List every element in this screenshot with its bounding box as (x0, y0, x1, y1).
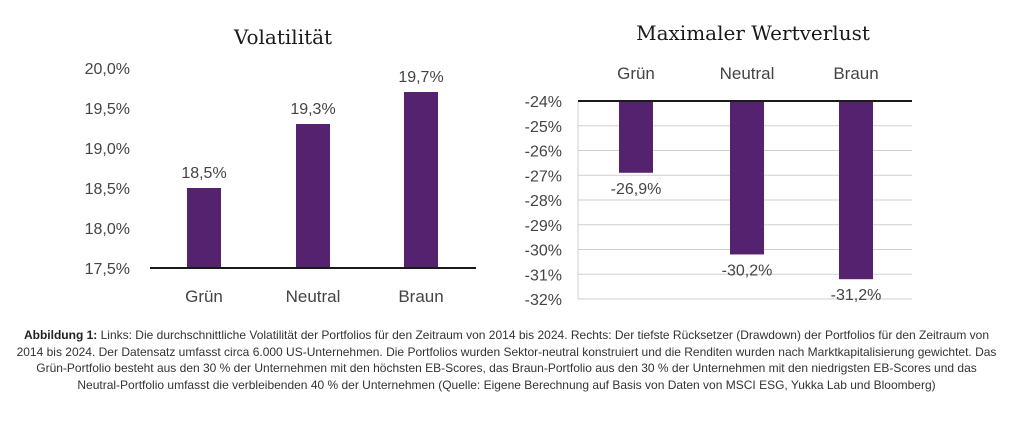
caption-label: Abbildung 1: (23, 328, 98, 342)
charts-canvas: Volatilität 17,5% 18,0% 18,5% 19,0% 19,5% 20,… (85, 21, 912, 309)
drawdown-y-tick-label: -27% (525, 168, 562, 185)
drawdown-y-tick-label: -31% (525, 267, 562, 284)
volatility-data-label: 19,3% (290, 101, 335, 118)
drawdown-category-label: Braun (833, 64, 878, 83)
volatility-bar (404, 92, 438, 268)
volatility-x-axis: Grün Neutral Braun (185, 287, 444, 306)
volatility-bar (187, 188, 221, 268)
drawdown-bars (619, 101, 873, 280)
drawdown-bar (730, 101, 764, 255)
drawdown-data-labels: -26,9% -30,2% -31,2% (611, 181, 882, 304)
drawdown-data-label: -30,2% (722, 262, 773, 279)
volatility-category-label: Braun (398, 287, 443, 306)
volatility-y-tick-label: 18,5% (85, 181, 130, 198)
drawdown-y-tick-label: -25% (525, 119, 562, 136)
volatility-y-tick-label: 17,5% (85, 261, 130, 278)
drawdown-y-tick-label: -32% (525, 292, 562, 309)
drawdown-bar (619, 101, 653, 173)
drawdown-y-axis: -24% -25% -26% -27% -28% -29% -30% -31% -32% (525, 94, 562, 309)
volatility-y-tick-label: 19,0% (85, 141, 130, 158)
drawdown-x-axis: Grün Neutral Braun (617, 64, 879, 83)
drawdown-bar (839, 101, 873, 280)
volatility-y-tick-label: 19,5% (85, 101, 130, 118)
drawdown-y-tick-label: -29% (525, 218, 562, 235)
volatility-category-label: Neutral (286, 287, 341, 306)
volatility-y-tick-label: 20,0% (85, 61, 130, 78)
drawdown-data-label: -26,9% (611, 181, 662, 198)
volatility-category-label: Grün (185, 287, 223, 306)
volatility-chart: Volatilität 17,5% 18,0% 18,5% 19,0% 19,5% 20,… (85, 25, 476, 306)
drawdown-data-label: -31,2% (831, 287, 882, 304)
drawdown-y-tick-label: -26% (525, 144, 562, 161)
volatility-bar (296, 124, 330, 268)
drawdown-y-tick-label: -28% (525, 193, 562, 210)
drawdown-y-tick-label: -30% (525, 243, 562, 260)
volatility-data-labels: 18,5% 19,3% 19,7% (181, 69, 443, 182)
drawdown-y-tick-label: -24% (525, 94, 562, 111)
volatility-chart-title: Volatilität (233, 25, 332, 49)
volatility-data-label: 18,5% (181, 165, 226, 182)
drawdown-chart: Maximaler Wertverlust -24%-25%-26%-27%-2… (525, 21, 912, 309)
volatility-y-axis: 17,5% 18,0% 18,5% 19,0% 19,5% 20,0% (85, 61, 130, 278)
figure-caption: Abbildung 1: Links: Die durchschnittlich… (14, 327, 999, 393)
drawdown-chart-title: Maximaler Wertverlust (636, 21, 870, 45)
caption-text: Links: Die durchschnittliche Volatilität… (16, 328, 997, 392)
drawdown-category-label: Grün (617, 64, 655, 83)
volatility-y-tick-label: 18,0% (85, 221, 130, 238)
volatility-data-label: 19,7% (398, 69, 443, 86)
volatility-bars (187, 92, 438, 268)
drawdown-category-label: Neutral (720, 64, 775, 83)
